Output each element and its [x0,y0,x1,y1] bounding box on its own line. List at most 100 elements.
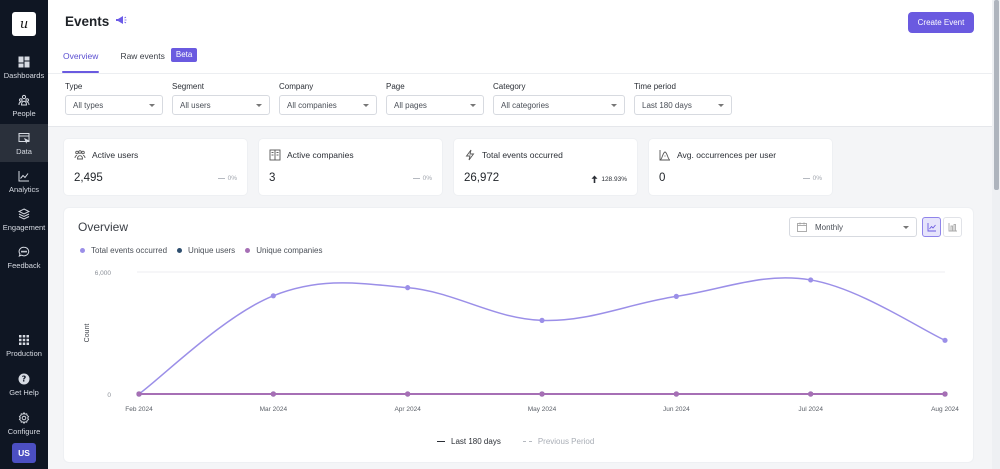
chevron-down-icon [903,225,909,229]
sidebar-item-label: Analytics [8,184,39,194]
granularity-select[interactable]: Monthly [789,217,917,237]
data-point[interactable] [270,391,276,397]
type-select[interactable]: All types [65,95,163,115]
sidebar-item-data[interactable]: Data [0,124,48,162]
data-point[interactable] [405,391,411,397]
chevron-down-icon [149,103,155,107]
chevron-down-icon [363,103,369,107]
stat-change: 0% [802,175,822,182]
page-select[interactable]: All pages [386,95,484,115]
legend-dot [80,248,85,253]
beta-badge: Beta [170,48,198,62]
building-icon [269,149,281,161]
data-icon [17,131,31,145]
tab-raw-events[interactable]: Raw events [120,51,165,61]
stat-change: 0% [412,175,432,182]
legend-unique-companies[interactable]: Unique companies [245,246,322,255]
chevron-down-icon [470,103,476,107]
svg-text:?: ? [22,375,27,384]
legend-label: Unique companies [256,246,323,255]
y-tick-label: 6,000 [95,270,112,277]
user-avatar[interactable]: US [12,443,36,463]
sidebar-item-people[interactable]: People [0,86,48,124]
data-point[interactable] [808,391,814,397]
arrow-up-icon [591,175,598,183]
overview-chart-card: Overview Total events occurred Unique us… [64,208,973,462]
legend-label: Last 180 days [451,437,501,446]
data-point[interactable] [270,293,276,299]
legend-label: Previous Period [537,437,595,446]
grid-icon [17,333,31,347]
legend-total-events[interactable]: Total events occurred [80,246,167,255]
dashboard-icon [17,55,31,69]
sidebar-item-production[interactable]: Production [0,326,48,365]
analytics-icon [17,169,31,183]
segment-select[interactable]: All users [172,95,270,115]
stat-value: 26,972 [464,172,500,184]
x-tick-label: Mar 2024 [260,406,288,413]
line-chart-view-button[interactable] [922,217,941,237]
x-tick-label: Jul 2024 [798,406,823,413]
sidebar-item-label: Configure [7,427,41,436]
data-point[interactable] [136,391,142,397]
legend-label: Total events occurred [91,246,168,255]
bell-curve-icon [659,150,670,161]
dashed-line-icon [522,441,532,442]
category-select[interactable]: All categories [493,95,625,115]
sidebar-item-label: Dashboards [3,70,45,80]
stat-value: 2,495 [74,172,103,184]
legend-previous-period[interactable]: Previous Period [522,437,595,446]
app-logo[interactable]: u [12,12,36,36]
x-tick-label: May 2024 [528,406,557,413]
sidebar-item-engagement[interactable]: Engagement [0,200,48,238]
select-value: All types [73,100,104,110]
data-point[interactable] [539,317,545,323]
filter-label: Page [386,82,405,91]
data-point[interactable] [942,337,948,343]
help-icon: ? [17,372,31,386]
sidebar-item-analytics[interactable]: Analytics [0,162,48,200]
data-point[interactable] [808,277,814,283]
stat-label: Total events occurred [482,150,563,160]
title-row: Events [65,14,127,29]
stat-value: 3 [269,172,276,184]
select-value: All companies [287,100,337,110]
select-value: All categories [501,100,550,110]
tab-raw-events-wrap: Raw events Beta [120,46,198,73]
page-header: Events Create Event Overview Raw events … [48,0,992,127]
sidebar-item-get-help[interactable]: ? Get Help [0,365,48,404]
select-value: Last 180 days [642,100,692,110]
scrollbar-track[interactable] [992,0,1000,469]
line-chart: 6,000 0 Count Feb 2024 Mar 2024 Apr 2024 May 2… [84,270,959,413]
layers-icon [17,207,31,221]
sidebar-item-feedback[interactable]: Feedback [0,238,48,276]
create-event-button[interactable]: Create Event [908,12,974,33]
tabs-divider [48,73,992,74]
chart-title: Overview [78,220,129,234]
data-point[interactable] [673,391,679,397]
filter-time-period: Time period Last 180 days [634,82,732,115]
stat-header: Active users [74,149,138,161]
sidebar-item-label: Engagement [2,222,46,232]
tab-overview[interactable]: Overview [61,46,100,73]
megaphone-icon [115,15,127,28]
stat-cards: Active users 2,495 0% Active companies 3… [64,139,844,195]
time-period-select[interactable]: Last 180 days [634,95,732,115]
sidebar-item-label: Production [6,349,42,358]
legend-unique-users[interactable]: Unique users [177,246,235,255]
data-point[interactable] [405,285,411,291]
data-point[interactable] [673,293,679,299]
data-point[interactable] [539,391,545,397]
legend-current-period[interactable]: Last 180 days [437,437,501,446]
company-select[interactable]: All companies [279,95,377,115]
stat-change: 0% [217,175,237,182]
data-point[interactable] [942,391,948,397]
chart-legend: Total events occurred Unique users Uniqu… [80,246,332,255]
stat-change-value: 0% [812,175,822,182]
sidebar-item-dashboards[interactable]: Dashboards [0,48,48,86]
bar-chart-view-button[interactable] [943,217,962,237]
scrollbar-thumb[interactable] [994,0,999,190]
y-tick-label: 0 [107,392,111,399]
sidebar-bottom-nav: Production ? Get Help Configure [0,326,48,443]
sidebar-item-configure[interactable]: Configure [0,404,48,443]
